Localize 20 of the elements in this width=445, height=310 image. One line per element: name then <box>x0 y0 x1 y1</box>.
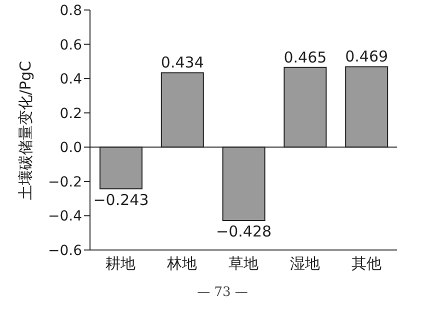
y-tick-label: 0.6 <box>60 37 82 54</box>
data-label: 0.465 <box>284 48 327 66</box>
y-tick-label: −0.4 <box>48 208 82 225</box>
data-label: −0.243 <box>93 190 149 209</box>
y-tick-label: 0.4 <box>60 72 82 88</box>
data-label: 0.469 <box>345 48 388 66</box>
y-axis-title: 土壤碳储量变化/PgC <box>16 60 34 200</box>
x-tick-label: 湿地 <box>290 254 320 273</box>
data-label: 0.434 <box>160 54 204 72</box>
y-tick-label: 0.0 <box>60 140 82 156</box>
y-tick-label: −0.6 <box>48 242 82 259</box>
x-tick-label: 草地 <box>228 254 258 273</box>
data-label: −0.428 <box>216 222 272 241</box>
x-tick-label: 耕地 <box>106 254 136 273</box>
y-tick-label: 0.8 <box>60 2 82 19</box>
y-tick-label: 0.2 <box>60 106 82 122</box>
y-tick-label: −0.2 <box>48 174 82 190</box>
x-tick-label: 其他 <box>351 254 382 273</box>
text: — 73 — <box>196 285 249 300</box>
x-tick-label: 林地 <box>166 254 198 273</box>
